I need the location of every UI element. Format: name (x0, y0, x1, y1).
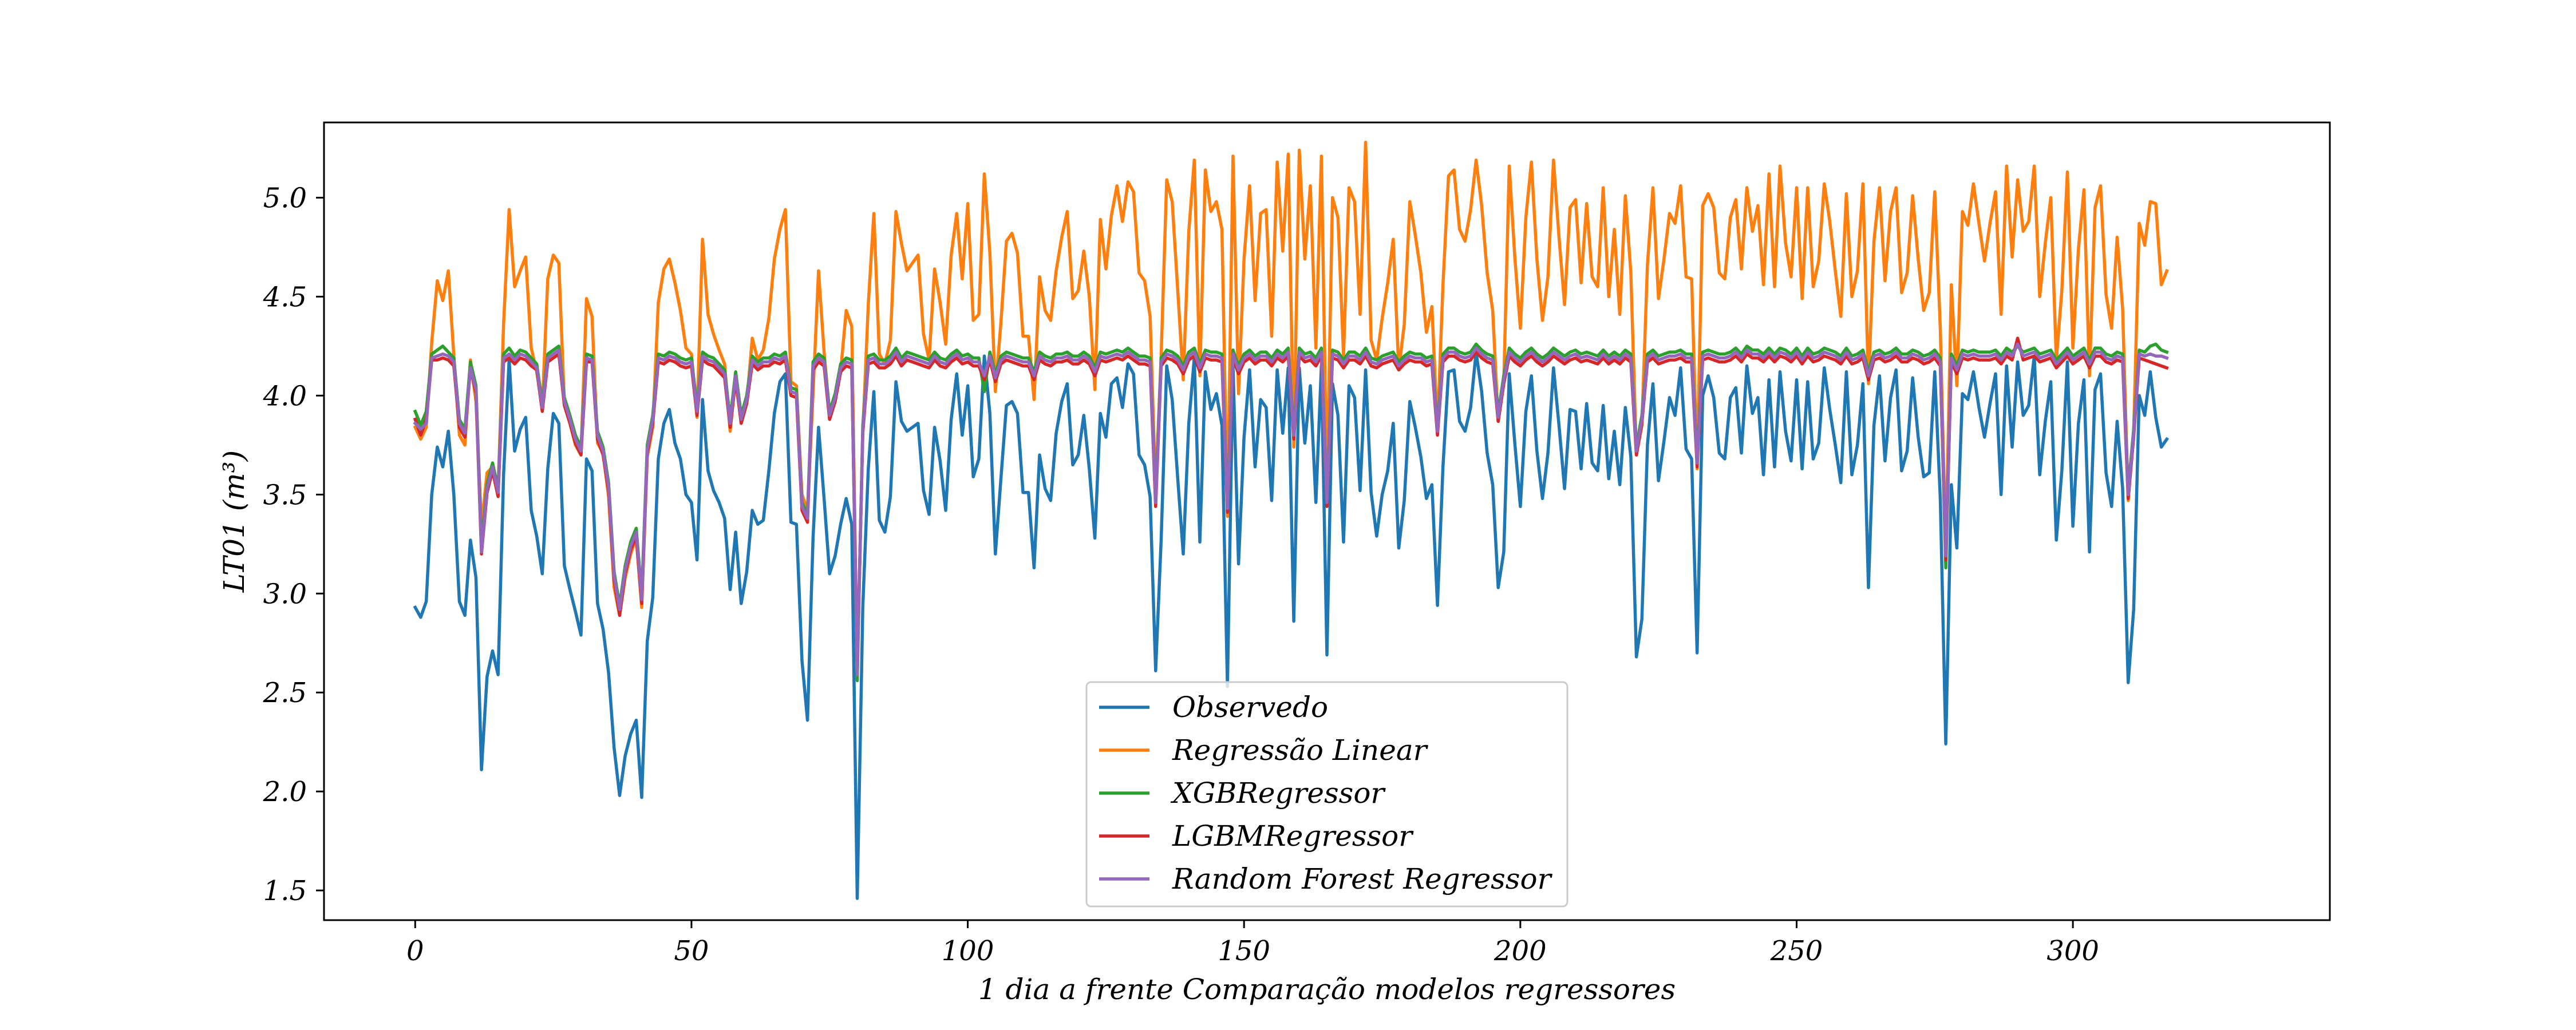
legend-label-random-forest-regressor: Random Forest Regressor (1172, 862, 1553, 896)
legend-label-lgbmregressor: LGBMRegressor (1172, 819, 1414, 853)
y-tick-label: 2.5 (263, 677, 307, 709)
legend: Observedo Regressão Linear XGBRegressor LGB… (1085, 681, 1568, 908)
x-tick-label: 250 (1770, 935, 1823, 967)
legend-label-observedo: Observedo (1172, 691, 1328, 724)
plot-frame (323, 121, 2331, 921)
x-axis-ticks: 0 50 100 150 200 250 300 (406, 920, 2099, 967)
y-tick-label: 3.0 (263, 578, 307, 610)
y-tick-label: 4.0 (263, 380, 307, 412)
x-tick-label: 150 (1218, 935, 1270, 967)
series-line-random-forest-regressor (413, 342, 2169, 676)
y-tick-label: 5.0 (263, 182, 307, 214)
x-tick-label: 200 (1494, 935, 1547, 967)
y-axis-ticks: 1.5 2.0 2.5 3.0 3.5 4.0 4.5 5.0 (263, 182, 324, 907)
y-axis-label: LT01 (m³) (218, 450, 251, 593)
legend-box (1085, 681, 1568, 908)
x-tick-label: 300 (2046, 935, 2099, 967)
y-tick-label: 2.0 (263, 776, 307, 808)
x-axis-label: 1 dia a frente Comparação modelos regres… (978, 973, 1676, 1006)
legend-label-xgbregressor: XGBRegressor (1170, 777, 1386, 810)
y-tick-label: 3.5 (263, 479, 307, 511)
x-tick-label: 0 (406, 935, 424, 967)
series-layer (413, 140, 2170, 900)
y-tick-label: 4.5 (263, 281, 307, 313)
legend-label-regressao-linear: Regressão Linear (1172, 734, 1429, 767)
x-tick-label: 100 (942, 935, 994, 967)
series-line-observedo (413, 350, 2170, 900)
series-line-regressao-linear (413, 140, 2169, 676)
x-tick-label: 50 (674, 935, 709, 967)
y-tick-label: 1.5 (263, 875, 307, 907)
